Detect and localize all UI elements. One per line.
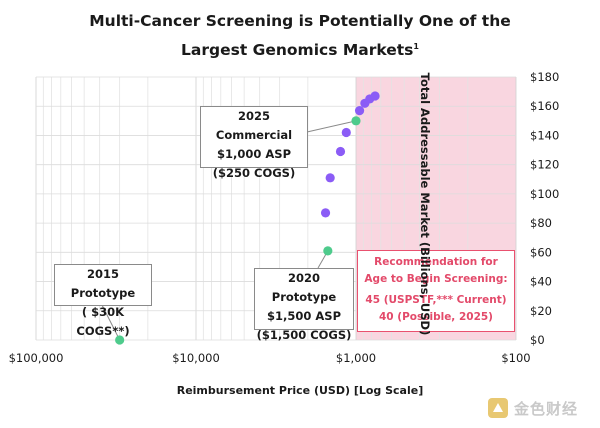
data-point bbox=[320, 208, 331, 218]
data-point bbox=[115, 335, 125, 345]
annotation-2020-prototype: 2020 Prototype $1,500 ASP ($1,500 COGS) bbox=[254, 268, 354, 342]
y-tick-label: $60 bbox=[530, 245, 552, 259]
y-tick-label: $0 bbox=[530, 333, 545, 347]
annotation-connector bbox=[101, 304, 121, 341]
y-tick-label: $80 bbox=[530, 216, 552, 230]
watermark: 金色财经 bbox=[514, 398, 578, 419]
x-tick-label: $100,000 bbox=[9, 351, 64, 365]
title-footnote: 1 bbox=[413, 42, 419, 51]
y-tick-label: $40 bbox=[530, 275, 552, 289]
data-point bbox=[323, 246, 333, 256]
annotation-line: $1,500 ASP bbox=[267, 309, 341, 323]
y-tick-label: $100 bbox=[530, 187, 559, 201]
chart-title: Multi-Cancer Screening is Potentially On… bbox=[0, 8, 600, 34]
annotation-2015-prototype: 2015 Prototype ( $30K COGS**) bbox=[54, 264, 152, 338]
chart-title-line2: Largest Genomics Markets bbox=[181, 41, 414, 60]
annotation-line: 2025 Commercial bbox=[215, 109, 293, 142]
annotation-line: ( $30K COGS**) bbox=[76, 305, 130, 338]
y-tick-label: $180 bbox=[530, 70, 559, 84]
data-point bbox=[341, 127, 351, 138]
annotation-line: $1,000 ASP bbox=[217, 147, 291, 161]
data-point bbox=[325, 173, 335, 183]
recommendation-box: Recommendation for Age to Begin Screenin… bbox=[357, 250, 515, 332]
x-axis-label: Reimbursement Price (USD) [Log Scale] bbox=[176, 384, 424, 397]
recommendation-line: Age to Begin Screening: bbox=[364, 273, 508, 285]
annotation-line: ($250 COGS) bbox=[212, 166, 296, 180]
recommendation-line: 40 (Possible, 2025) bbox=[379, 311, 493, 323]
recommendation-line: 45 (USPSTF,*** Current) bbox=[365, 294, 507, 306]
annotation-line: 2020 Prototype bbox=[271, 271, 337, 304]
chart-title-line1: Multi-Cancer Screening is Potentially On… bbox=[89, 12, 511, 30]
data-point bbox=[354, 106, 365, 116]
y-axis-label: Total Addressable Market (Billions, USD) bbox=[418, 72, 432, 336]
watermark-logo-icon bbox=[488, 398, 508, 418]
recommendation-line: Recommendation for bbox=[374, 256, 498, 268]
x-tick-label: $100 bbox=[501, 351, 530, 365]
y-tick-label: $120 bbox=[530, 158, 559, 172]
chart-title-2: Largest Genomics Markets1 bbox=[0, 34, 600, 63]
y-tick-label: $160 bbox=[530, 99, 559, 113]
data-point bbox=[370, 91, 380, 101]
data-point bbox=[335, 146, 346, 157]
annotation-connector bbox=[306, 120, 357, 133]
x-tick-label: $10,000 bbox=[172, 351, 220, 365]
annotation-line: 2015 Prototype bbox=[70, 267, 136, 300]
annotation-line: ($1,500 COGS) bbox=[256, 328, 352, 342]
y-tick-label: $20 bbox=[530, 304, 552, 318]
x-tick-label: $1,000 bbox=[336, 351, 376, 365]
watermark-text: 金色财经 bbox=[514, 400, 579, 418]
annotation-2025-commercial: 2025 Commercial $1,000 ASP ($250 COGS) bbox=[200, 106, 308, 180]
data-point bbox=[351, 116, 361, 126]
y-tick-label: $140 bbox=[530, 128, 559, 142]
